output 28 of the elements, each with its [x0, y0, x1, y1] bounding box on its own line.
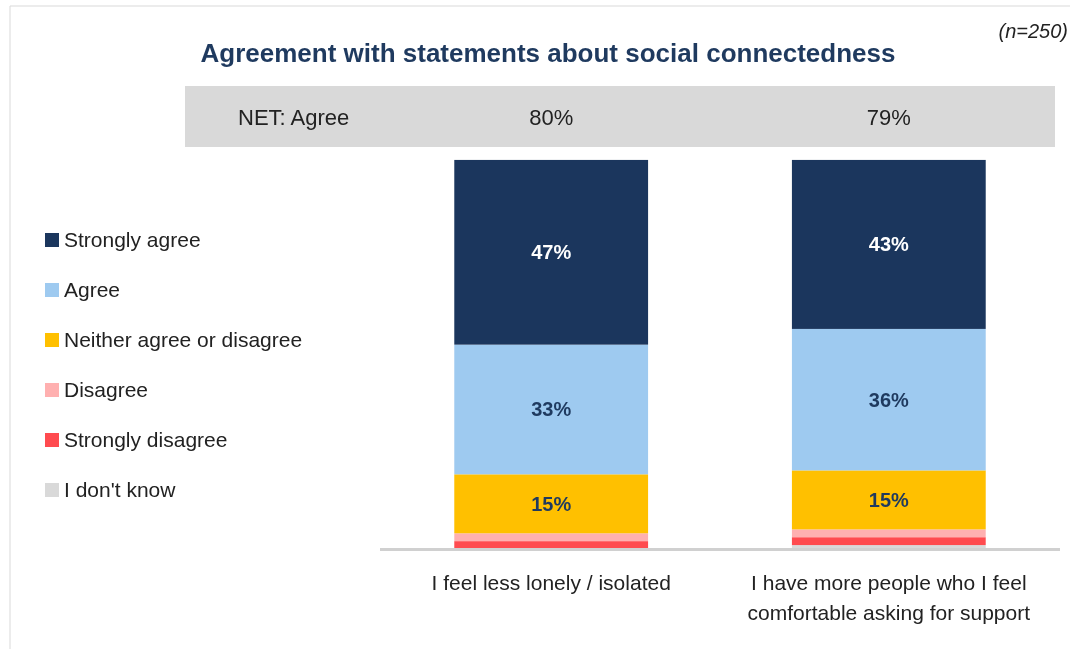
chart-title: Agreement with statements about social connectedness — [200, 38, 896, 68]
text: 80% — [529, 104, 574, 130]
bar — [454, 159, 649, 345]
legend-label: I don't know — [64, 478, 177, 502]
x-tick-label: I feel less lonely / isolated — [431, 571, 671, 594]
data-label: 47% — [531, 241, 572, 264]
text: 79% — [866, 104, 911, 130]
legend-label: Agree — [64, 278, 121, 302]
data-label: 43% — [868, 233, 910, 256]
bar — [791, 328, 986, 471]
legend-label: Strongly agree — [64, 228, 201, 252]
bar — [791, 159, 986, 329]
text: (n=250) — [998, 20, 1068, 42]
bar — [791, 529, 986, 538]
data-label: 15% — [531, 492, 572, 515]
x-tick-label: I have more people who I feel comfortable asking for support — [747, 571, 1031, 624]
legend-label: Strongly disagree — [64, 428, 228, 452]
bar — [454, 533, 649, 542]
bar — [791, 537, 986, 546]
bar — [454, 344, 649, 475]
text: NET: Agree — [238, 104, 350, 130]
data-label: 36% — [868, 388, 910, 411]
data-label: 15% — [868, 488, 910, 511]
data-label: 33% — [531, 398, 572, 421]
legend-label: Neither agree or disagree — [64, 328, 303, 352]
legend-label: Disagree — [64, 378, 149, 402]
bar — [454, 474, 649, 534]
bar — [791, 470, 986, 530]
